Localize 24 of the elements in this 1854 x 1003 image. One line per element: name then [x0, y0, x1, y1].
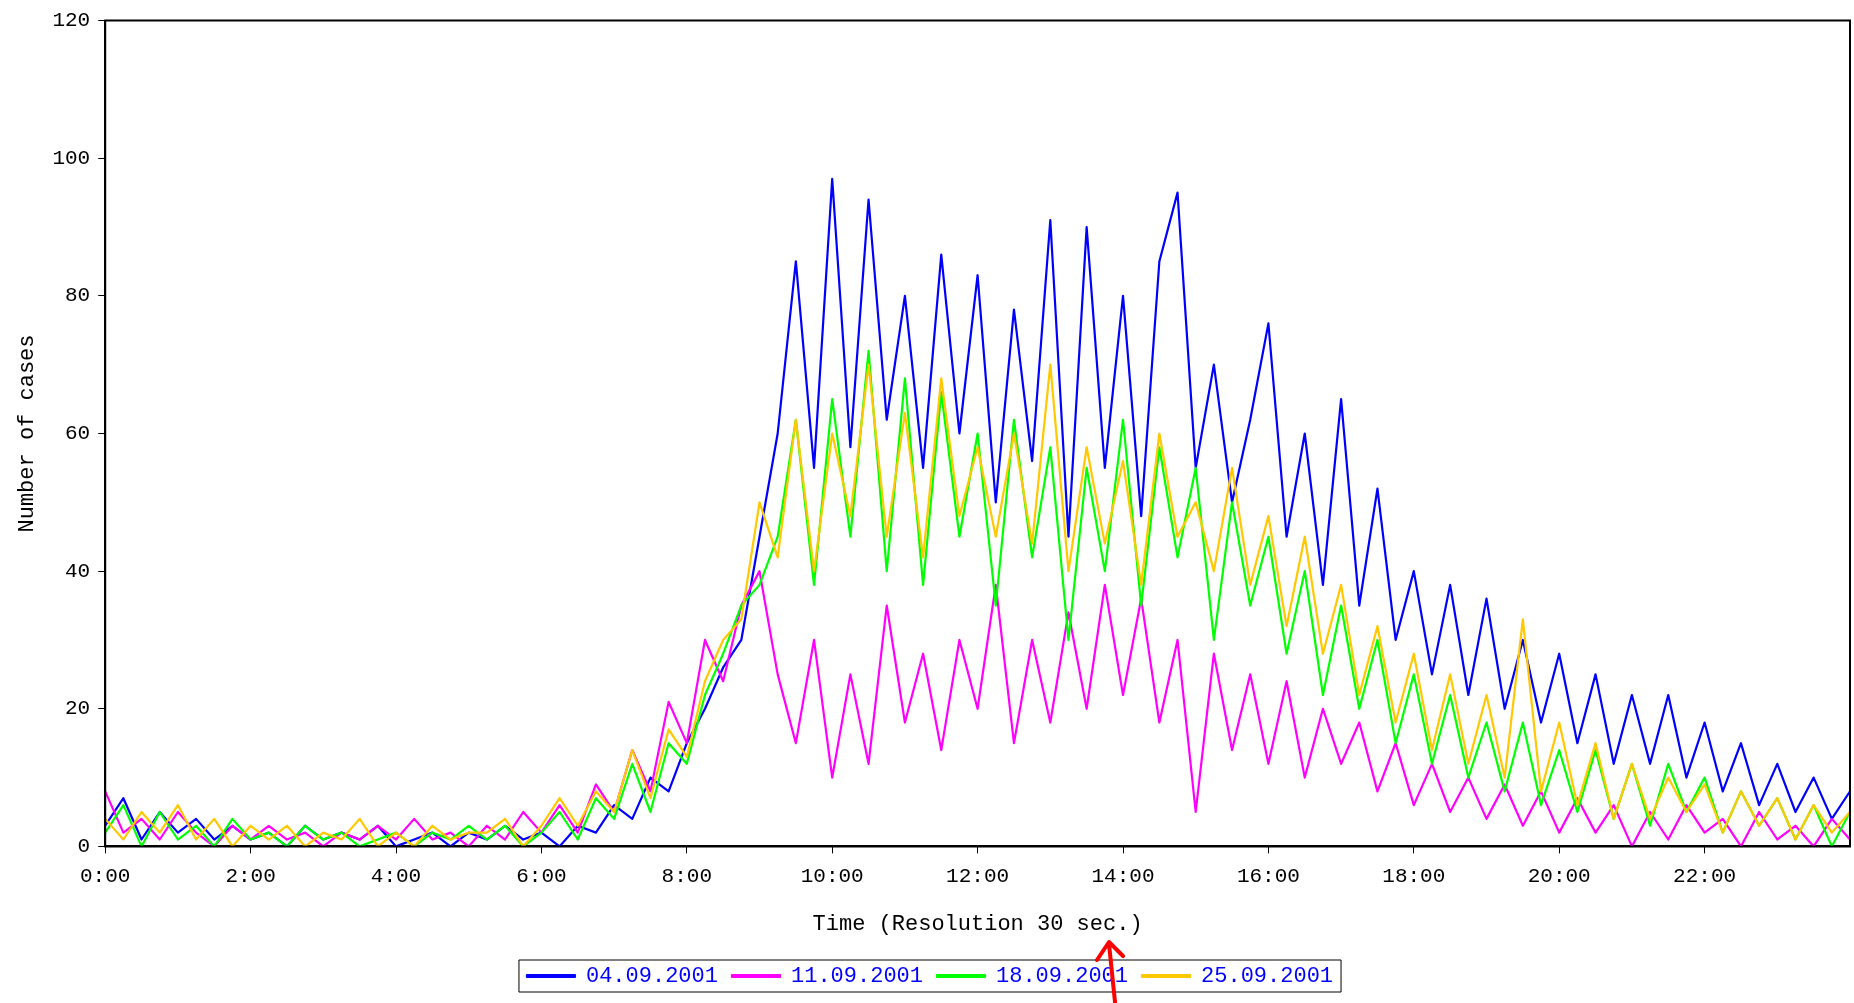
x-tick-label: 8:00 — [661, 864, 713, 888]
x-tick-label: 16:00 — [1236, 864, 1300, 888]
x-tick-label: 22:00 — [1673, 864, 1737, 888]
legend-label: 11.09.2001 — [790, 963, 924, 989]
y-tick-label: 20 — [64, 697, 91, 721]
x-tick-label: 18:00 — [1382, 864, 1446, 888]
y-tick-label: 120 — [52, 9, 91, 33]
x-axis-title: Time (Resolution 30 sec.) — [812, 911, 1143, 937]
y-tick-label: 0 — [77, 834, 91, 858]
y-axis-title: Number of cases — [15, 334, 41, 533]
legend-label: 25.09.2001 — [1201, 963, 1334, 989]
x-tick-label: 12:00 — [946, 864, 1010, 888]
y-tick-label: 80 — [64, 284, 91, 308]
x-tick-label: 14:00 — [1091, 864, 1155, 888]
y-tick-label: 40 — [64, 559, 91, 583]
legend-label: 04.09.2001 — [585, 963, 718, 989]
x-tick-label: 10:00 — [800, 864, 864, 888]
x-tick-label: 20:00 — [1527, 864, 1591, 888]
x-tick-label: 4:00 — [370, 864, 422, 888]
x-tick-label: 6:00 — [516, 864, 567, 888]
y-tick-label: 60 — [64, 422, 91, 446]
x-tick-label: 0:00 — [80, 864, 131, 888]
x-tick-label: 2:00 — [225, 864, 276, 888]
y-tick-label: 100 — [52, 146, 91, 170]
